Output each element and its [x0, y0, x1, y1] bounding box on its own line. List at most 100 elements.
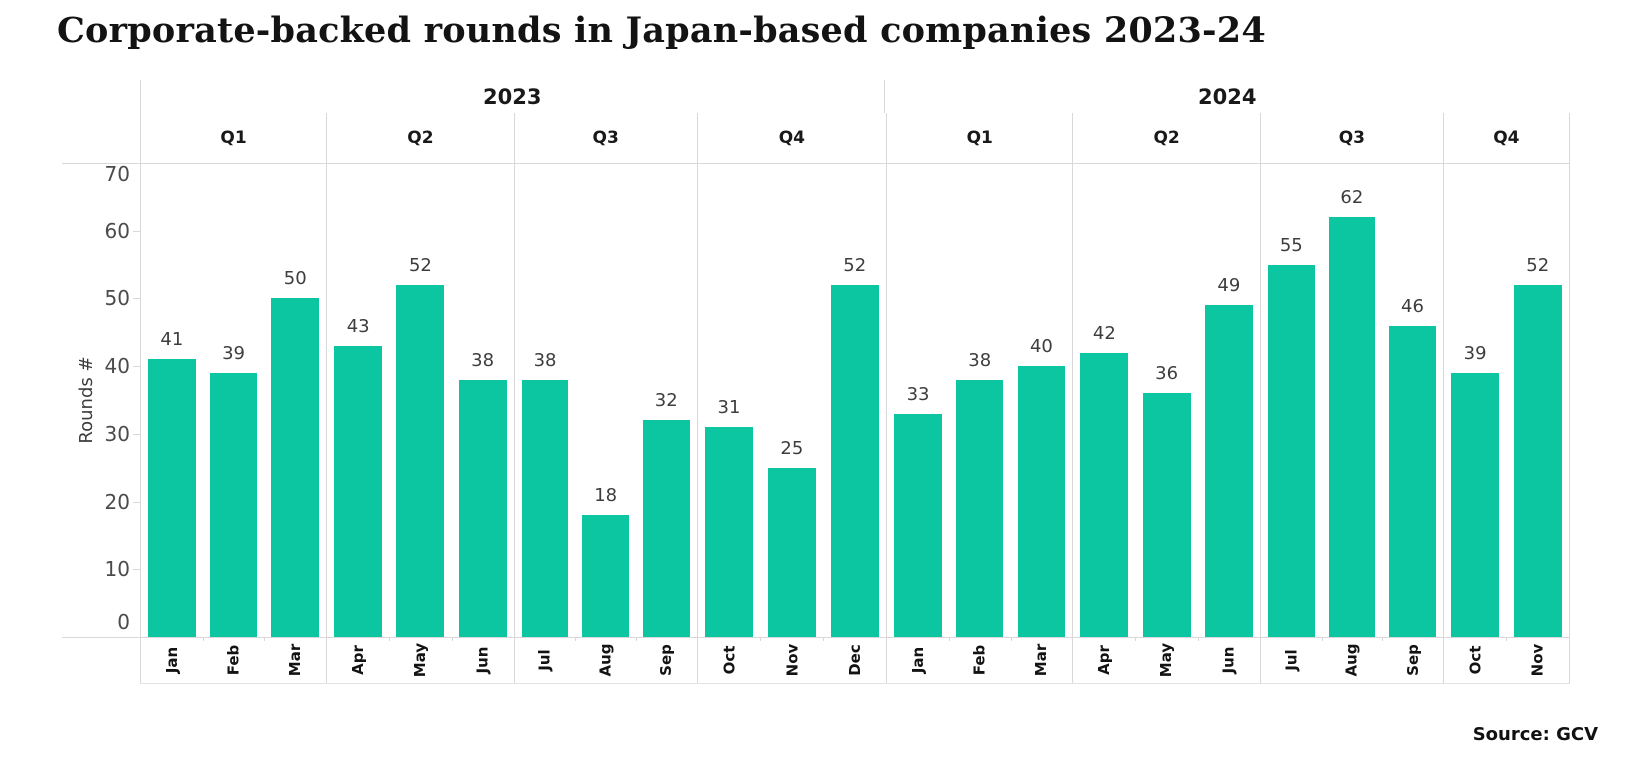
y-tick-mark-40	[133, 366, 140, 368]
month-label-nov-2024: Nov	[1528, 643, 1547, 677]
bar-jul-2023[interactable]	[521, 379, 569, 637]
month-label-sep-2024: Sep	[1403, 644, 1422, 676]
month-label-cell: May	[1135, 637, 1197, 683]
y-tick-mark-20	[133, 501, 140, 503]
month-boundary-tick	[1506, 637, 1508, 641]
month-label-cell: Apr	[1073, 637, 1135, 683]
bar-aug-2023[interactable]	[582, 515, 629, 637]
y-tick-label-10: 10	[104, 557, 130, 582]
month-label-cell: Aug	[1322, 637, 1383, 683]
y-tick-mark-30	[133, 433, 140, 435]
month-column-mar-2024: 40	[1011, 163, 1073, 637]
month-label-feb-2023: Feb	[224, 644, 243, 676]
month-label-jun-2023: Jun	[473, 646, 492, 674]
bar-jun-2024[interactable]	[1204, 305, 1253, 637]
month-boundary-tick	[389, 637, 391, 641]
bar-feb-2024[interactable]	[955, 379, 1004, 637]
bar-value-label: 40	[1029, 336, 1053, 358]
month-label-cell: Apr	[327, 637, 389, 683]
quarter-header-q4-2023: Q4	[778, 128, 806, 148]
month-label-nov-2023: Nov	[782, 643, 801, 677]
month-label-mar-2023: Mar	[286, 643, 305, 677]
bar-value-label: 39	[1463, 342, 1487, 364]
page-title: Corporate-backed rounds in Japan-based c…	[57, 10, 1266, 51]
bar-jul-2024[interactable]	[1267, 264, 1315, 637]
month-column-mar-2023: 50	[264, 163, 326, 637]
bar-apr-2024[interactable]	[1080, 352, 1129, 637]
bar-value-label: 38	[533, 349, 557, 371]
bar-nov-2024[interactable]	[1513, 284, 1562, 637]
bar-jan-2024[interactable]	[894, 413, 942, 637]
month-label-mar-2024: Mar	[1032, 643, 1051, 677]
month-column-nov-2023: 25	[760, 163, 823, 637]
month-label-zone: Oct Nov	[1444, 637, 1569, 683]
quarter-section-q1-2024: Q1 33 38 40 Jan Feb Mar	[886, 113, 1072, 683]
month-label-cell: May	[389, 637, 451, 683]
quarter-plot-zone: 41 39 50	[141, 163, 326, 637]
month-label-cell: Mar	[1011, 637, 1073, 683]
quarter-plot-zone: 55 62 46	[1261, 163, 1443, 637]
month-label-cell: Nov	[760, 637, 823, 683]
month-label-zone: Jan Feb Mar	[887, 637, 1072, 683]
month-column-sep-2024: 46	[1382, 163, 1443, 637]
quarter-plot-zone: 38 18 32	[515, 163, 697, 637]
bar-sep-2023[interactable]	[642, 420, 690, 637]
y-tick-label-20: 20	[104, 489, 130, 514]
month-label-may-2023: May	[411, 642, 430, 678]
bar-jun-2023[interactable]	[458, 379, 507, 637]
quarter-header-q2-2024: Q2	[1153, 128, 1180, 148]
quarter-plot-zone: 43 52 38	[327, 163, 514, 637]
bar-mar-2024[interactable]	[1017, 366, 1066, 637]
y-tick-mark-50	[133, 298, 140, 300]
quarter-plot-zone: 42 36 49	[1073, 163, 1260, 637]
month-label-cell: Feb	[949, 637, 1011, 683]
bar-apr-2023[interactable]	[334, 345, 383, 637]
month-label-zone: Oct Nov Dec	[698, 637, 887, 683]
bar-value-label: 32	[654, 390, 678, 412]
month-column-jun-2023: 38	[452, 163, 514, 637]
month-column-aug-2023: 18	[575, 163, 636, 637]
bar-value-label: 49	[1217, 275, 1241, 297]
month-label-oct-2024: Oct	[1466, 645, 1485, 675]
bar-oct-2023[interactable]	[704, 427, 754, 637]
bar-value-label: 42	[1092, 322, 1116, 344]
quarter-section-q1-2023: Q1 41 39 50 Jan Feb Mar	[140, 113, 326, 683]
quarter-section-q2-2024: Q2 42 36 49 Apr May Jun	[1072, 113, 1260, 683]
bar-jan-2023[interactable]	[148, 359, 196, 637]
bar-nov-2023[interactable]	[767, 467, 817, 637]
bar-oct-2024[interactable]	[1450, 372, 1500, 637]
bar-value-label: 50	[283, 268, 307, 290]
bar-may-2024[interactable]	[1142, 393, 1191, 637]
quarter-header-q4-2024: Q4	[1493, 128, 1520, 148]
month-label-cell: Jan	[887, 637, 949, 683]
month-label-aug-2024: Aug	[1342, 643, 1361, 677]
month-label-cell: Nov	[1506, 637, 1569, 683]
month-label-cell: Jan	[141, 637, 203, 683]
y-tick-label-30: 30	[104, 421, 130, 446]
bar-value-label: 55	[1279, 234, 1303, 256]
bar-mar-2023[interactable]	[271, 298, 319, 637]
bar-feb-2023[interactable]	[209, 372, 258, 637]
bar-aug-2024[interactable]	[1328, 217, 1376, 637]
month-label-zone: Jan Feb Mar	[141, 637, 326, 683]
month-boundary-tick	[1197, 637, 1199, 641]
month-label-cell: Sep	[1382, 637, 1443, 683]
bar-value-label: 31	[717, 397, 741, 419]
bar-value-label: 62	[1340, 187, 1364, 209]
quarter-section-q2-2023: Q2 43 52 38 Apr May Jun	[326, 113, 514, 683]
month-boundary-tick	[264, 637, 266, 641]
month-boundary-tick	[948, 637, 950, 641]
y-tick-label-70: 70	[104, 162, 130, 186]
quarter-section-q4-2024: Q4 39 52 Oct Nov	[1442, 113, 1569, 683]
month-label-cell: Jul	[515, 637, 576, 683]
bar-dec-2023[interactable]	[830, 284, 879, 637]
bar-value-label: 41	[160, 329, 184, 351]
month-label-aug-2023: Aug	[596, 643, 615, 677]
quarter-section-q3-2024: Q3 55 62 46 Jul Aug Sep	[1259, 113, 1443, 683]
bar-sep-2024[interactable]	[1389, 325, 1436, 637]
quarter-header-q3-2024: Q3	[1338, 128, 1365, 148]
bar-value-label: 38	[968, 349, 992, 371]
bar-value-label: 38	[471, 349, 495, 371]
bar-may-2023[interactable]	[396, 284, 445, 637]
